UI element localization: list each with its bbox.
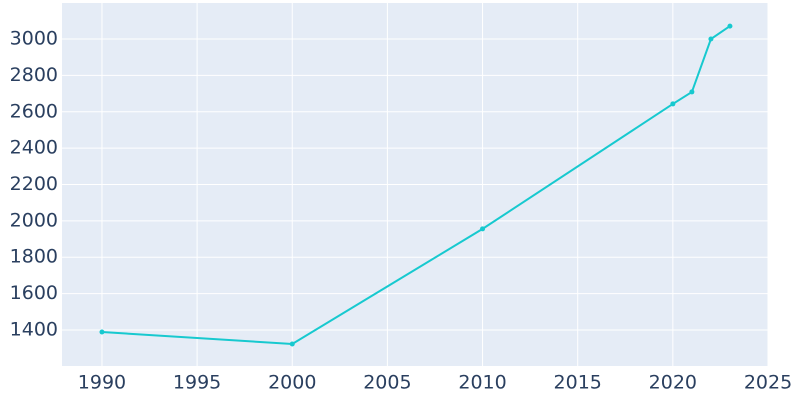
x-tick-label: 2015 [554, 372, 602, 394]
x-tick-label: 2000 [268, 372, 316, 394]
marker [689, 89, 695, 95]
y-tick-label: 1800 [10, 246, 58, 268]
x-tick-label: 2025 [744, 372, 792, 394]
marker [708, 36, 714, 42]
y-tick-label: 2000 [10, 209, 58, 231]
marker [99, 329, 105, 335]
y-tick-label: 3000 [10, 28, 58, 50]
x-tick-label: 2010 [458, 372, 506, 394]
y-tick-label: 2600 [10, 100, 58, 122]
y-tick-label: 2800 [10, 64, 58, 86]
marker [727, 23, 733, 29]
y-tick-label: 2200 [10, 173, 58, 195]
x-tick-label: 2005 [363, 372, 411, 394]
marker [670, 101, 676, 107]
marker [480, 226, 486, 232]
x-tick-label: 1990 [78, 372, 126, 394]
x-tick-label: 1995 [173, 372, 221, 394]
marker [289, 341, 295, 347]
x-tick-label: 2020 [649, 372, 697, 394]
y-tick-label: 1600 [10, 282, 58, 304]
y-tick-label: 1400 [10, 318, 58, 340]
y-tick-label: 2400 [10, 137, 58, 159]
